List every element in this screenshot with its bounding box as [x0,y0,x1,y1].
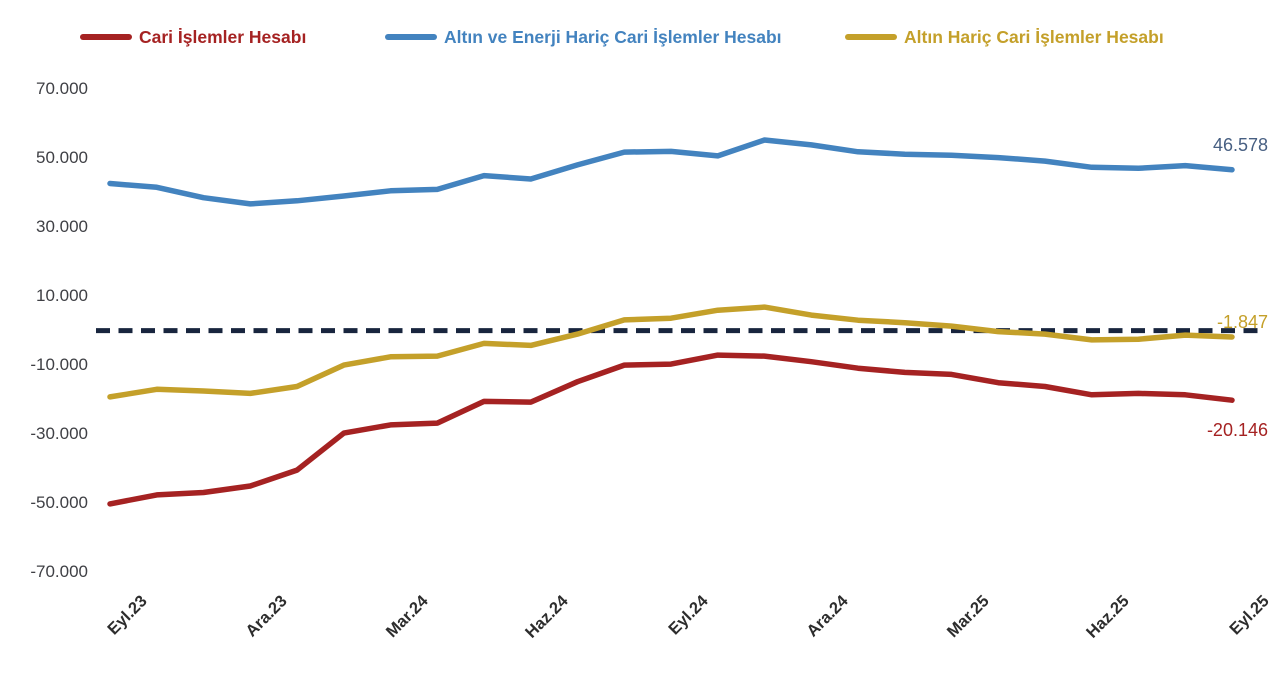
legend-label: Altın ve Enerji Hariç Cari İşlemler Hesa… [444,27,782,47]
series-line-altin-haric [107,304,1235,400]
y-tick-label: 30.000 [36,217,88,237]
legend-item-altin-haric: Altın Hariç Cari İşlemler Hesabı [845,26,1164,48]
series-line-cari-islemler [107,352,1235,507]
y-tick-label: -70.000 [30,562,88,582]
y-tick-label: 70.000 [36,78,88,98]
legend-line-swatch [845,34,897,40]
end-value-label-altin-haric: -1.847 [1216,311,1268,332]
y-tick-label: 10.000 [36,286,88,306]
y-tick-label: 50.000 [36,147,88,167]
y-tick-label: -50.000 [30,493,88,513]
legend-item-altin-ve-enerji-haric: Altın ve Enerji Hariç Cari İşlemler Hesa… [385,26,782,48]
end-value-label-cari-islemler: -20.146 [1206,420,1268,441]
legend-item-cari-islemler: Cari İşlemler Hesabı [80,26,306,48]
legend-label: Altın Hariç Cari İşlemler Hesabı [904,27,1164,47]
legend-line-swatch [80,34,132,40]
y-tick-label: -10.000 [30,355,88,375]
series-line-altin-ve-enerji-haric [107,137,1235,207]
end-value-label-altin-ve-enerji-haric: 46.578 [1212,134,1268,155]
legend-label: Cari İşlemler Hesabı [139,27,307,47]
legend-line-swatch [385,34,437,40]
y-tick-label: -30.000 [30,424,88,444]
